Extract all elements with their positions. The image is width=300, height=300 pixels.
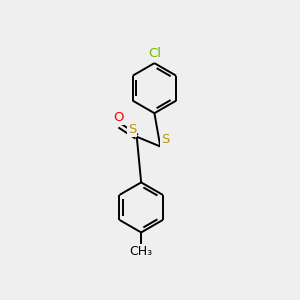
Text: S: S — [128, 123, 136, 136]
Text: S: S — [161, 133, 169, 146]
Text: Cl: Cl — [148, 46, 161, 60]
Text: CH₃: CH₃ — [130, 245, 153, 258]
Text: O: O — [113, 111, 124, 124]
